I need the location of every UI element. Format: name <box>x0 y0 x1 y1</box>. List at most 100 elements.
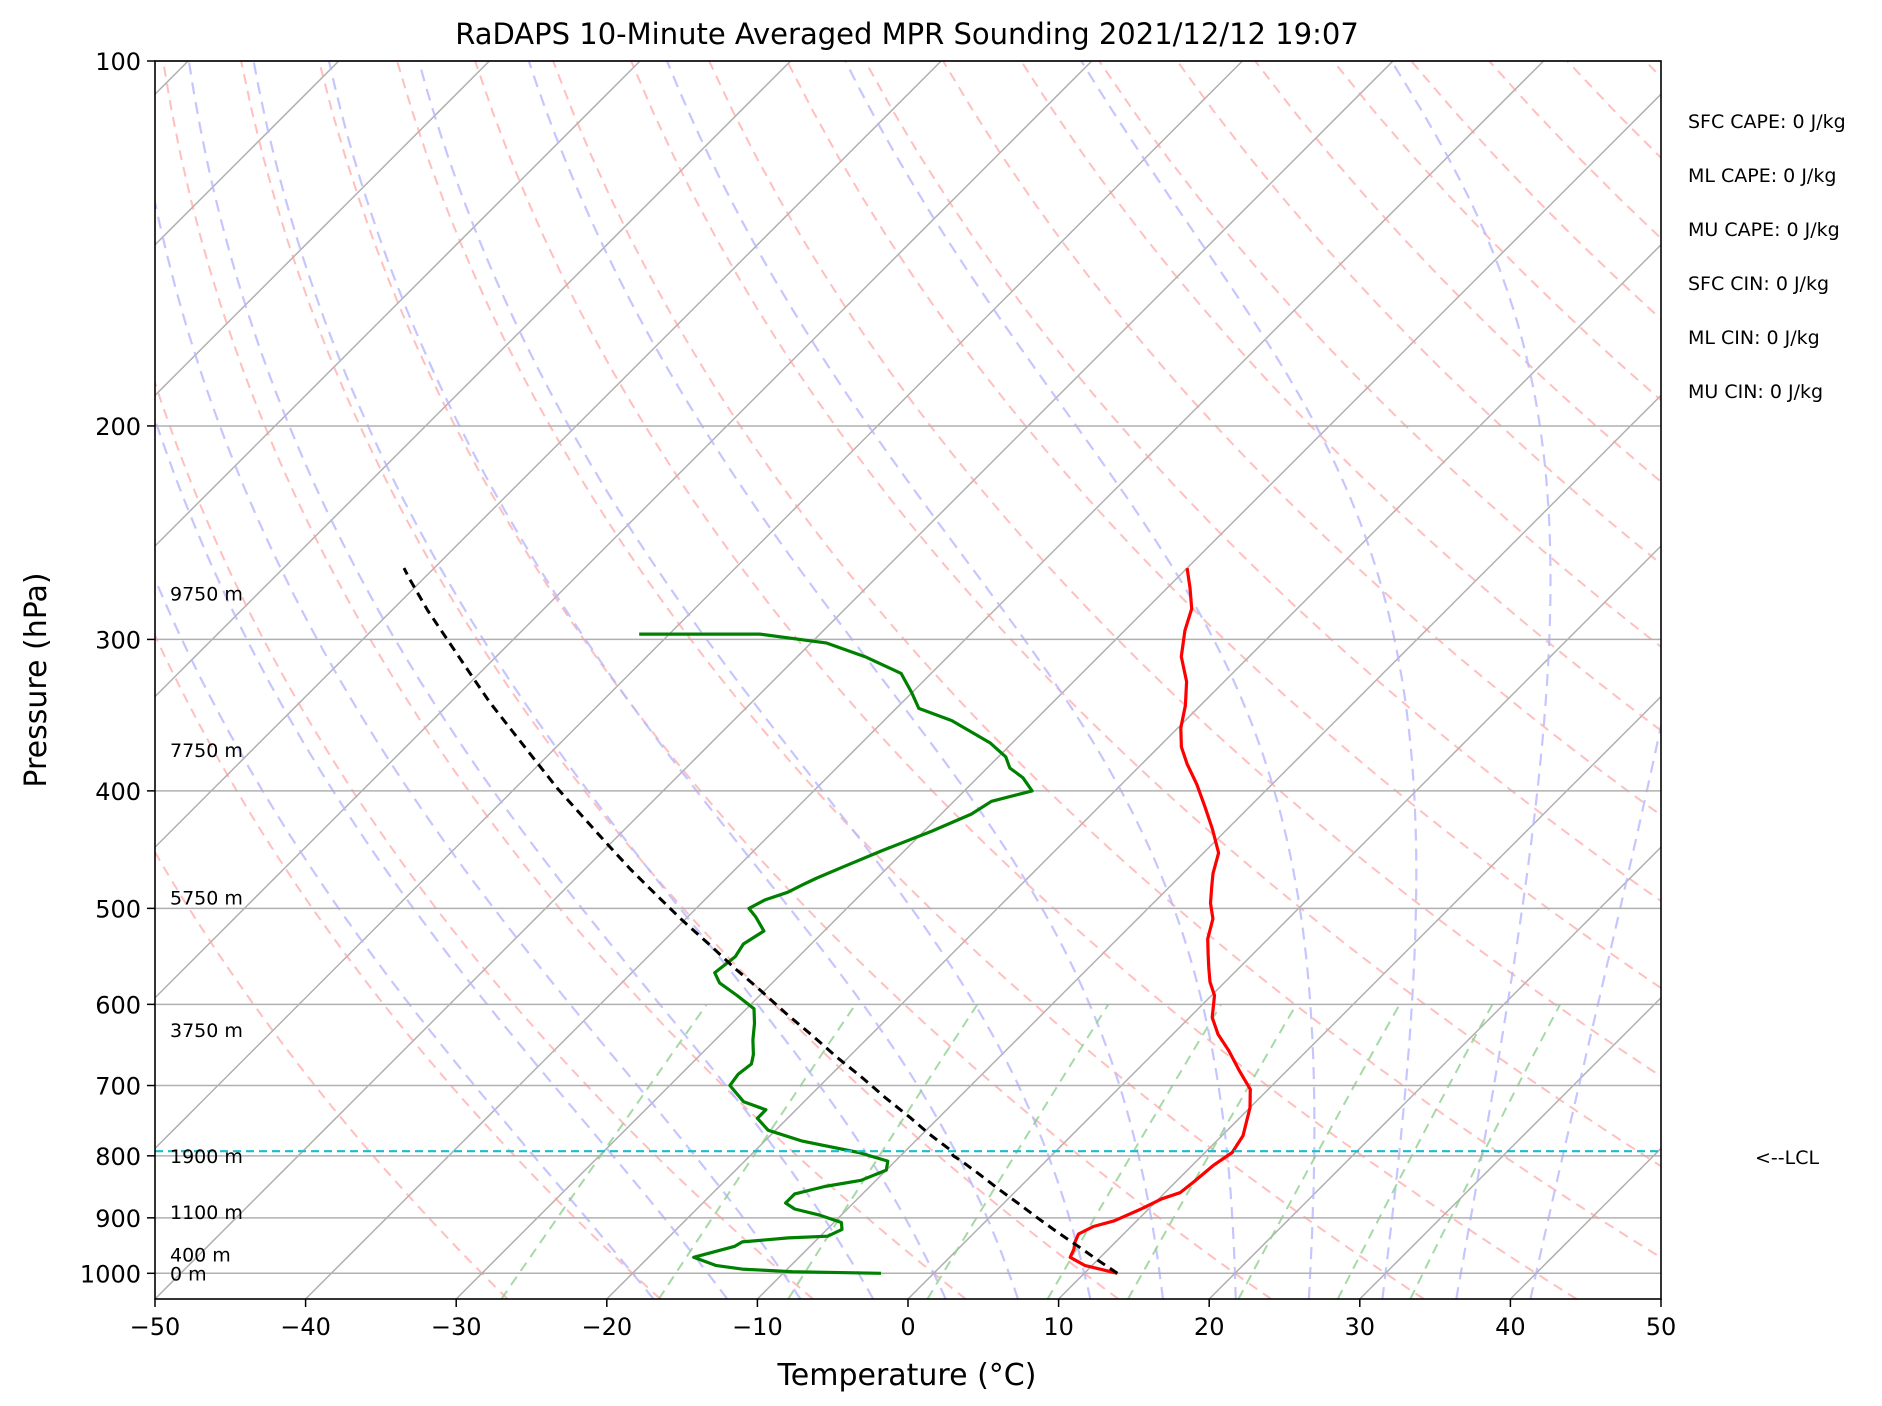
mixing-ratio-line <box>1237 1003 1401 1299</box>
moist-adiabat-line <box>665 61 1237 1299</box>
moist-adiabat-line <box>527 61 1164 1299</box>
stability-index: SFC CAPE: 0 J/kg <box>1688 111 1846 133</box>
moist-adiabat-line <box>1529 720 1661 1299</box>
y-tick-label: 500 <box>95 895 141 923</box>
y-tick-label: 1000 <box>80 1260 141 1288</box>
moist-adiabat-line <box>155 197 802 1299</box>
lcl-label: <--LCL <box>1755 1147 1819 1169</box>
moist-adiabat-line <box>327 61 1020 1299</box>
stability-index: MU CAPE: 0 J/kg <box>1688 219 1840 241</box>
x-tick-label: 10 <box>1043 1313 1074 1341</box>
y-tick-label: 600 <box>95 991 141 1019</box>
dewpoint-trace <box>639 632 1034 1275</box>
stability-index: SFC CIN: 0 J/kg <box>1688 273 1829 295</box>
dry-adiabat-line <box>786 61 1661 990</box>
chart-title: RaDAPS 10-Minute Averaged MPR Sounding 2… <box>455 17 1359 51</box>
isotherm-line <box>155 61 792 698</box>
moist-adiabat-line <box>155 576 655 1299</box>
x-tick-label: −10 <box>732 1313 783 1341</box>
x-tick-label: −40 <box>280 1313 331 1341</box>
moist-adiabat-line <box>844 61 1316 1299</box>
dry-adiabat-line <box>155 850 509 1299</box>
dry-adiabat-line <box>1410 61 1661 321</box>
sounding-traces <box>402 567 1252 1275</box>
isotherm-line <box>907 544 1661 1299</box>
moist-adiabat-line <box>187 61 875 1299</box>
y-axis-ticks: 1000 900 800 700 600 500 400 300 200 100 <box>80 48 155 1288</box>
dry-adiabat-line <box>155 633 661 1299</box>
stability-index: MU CIN: 0 J/kg <box>1688 381 1823 403</box>
mixing-ratio-line <box>500 1003 708 1299</box>
moist-adiabat-line <box>417 61 1092 1299</box>
x-axis-label: Temperature (°C) <box>777 1358 1037 1393</box>
mixing-ratio-line <box>1336 1003 1494 1299</box>
isotherm-line <box>155 61 942 849</box>
dry-adiabat-line <box>1332 61 1661 402</box>
dry-adiabat-line <box>552 61 1661 1259</box>
x-tick-label: 20 <box>1194 1313 1225 1341</box>
stability-indices: SFC CAPE: 0 J/kg ML CAPE: 0 J/kg MU CAPE: … <box>1688 111 1846 403</box>
moist-adiabat-line <box>252 61 947 1299</box>
height-label: 0 m <box>170 1263 207 1285</box>
dry-adiabat-line <box>162 61 967 1299</box>
mixing-ratio-line <box>926 1003 1110 1299</box>
dry-adiabat-line <box>155 379 814 1299</box>
dry-adiabat-line <box>396 61 1425 1299</box>
isotherm-line <box>1359 996 1661 1299</box>
isotherm-line <box>305 61 1545 1299</box>
x-tick-label: 40 <box>1495 1313 1526 1341</box>
mixing-ratio-line <box>1127 1003 1298 1299</box>
isotherm-line <box>606 243 1661 1299</box>
stability-index: ML CAPE: 0 J/kg <box>1688 165 1836 187</box>
isotherm-line <box>1812 61 1882 1299</box>
dry-adiabat-line <box>1254 61 1661 483</box>
dry-adiabat-line <box>240 61 1120 1299</box>
background-lines <box>155 61 1882 1299</box>
height-label: 7750 m <box>170 740 243 762</box>
isotherm-line <box>155 61 641 548</box>
temperature-trace <box>1068 567 1252 1275</box>
moist-adiabat-line <box>1080 61 1418 1299</box>
isotherm-line <box>1660 1297 1661 1299</box>
isotherm-line <box>155 61 1093 999</box>
dry-adiabat-line <box>1020 61 1661 732</box>
mixing-ratio-line <box>787 1003 979 1299</box>
isotherm-line <box>155 61 1243 1150</box>
dry-adiabat-line <box>630 61 1661 1168</box>
dry-adiabat-line <box>1098 61 1661 649</box>
dry-adiabat-line <box>1723 61 1882 1299</box>
isotherm-line <box>155 61 490 397</box>
moist-adiabat-line <box>1390 61 1552 1299</box>
isotherm-line <box>455 93 1661 1299</box>
isotherm-line <box>756 394 1661 1299</box>
y-tick-label: 400 <box>95 778 141 806</box>
dry-adiabat-line <box>1566 61 1661 160</box>
dry-adiabat-line <box>474 61 1578 1299</box>
x-axis-ticks: −50 −40 −30 −20 −10 0 10 20 30 40 50 <box>130 1299 1677 1341</box>
dry-adiabat-line <box>1644 61 1661 79</box>
height-label: 9750 m <box>170 584 243 606</box>
x-tick-label: −50 <box>130 1313 181 1341</box>
y-tick-label: 300 <box>95 626 141 654</box>
y-tick-label: 900 <box>95 1205 141 1233</box>
isotherm-line <box>155 61 1394 1299</box>
x-tick-label: 0 <box>900 1313 915 1341</box>
y-tick-label: 800 <box>95 1143 141 1171</box>
x-tick-label: 30 <box>1345 1313 1376 1341</box>
height-label: 3750 m <box>170 1020 243 1042</box>
mixing-ratio-line <box>1409 1003 1561 1299</box>
isotherm-line <box>1058 695 1661 1299</box>
isotherm-line <box>1509 1147 1661 1299</box>
parcel-trace <box>402 567 1119 1275</box>
dry-adiabat-line <box>708 61 1661 1078</box>
height-label: 1100 m <box>170 1202 243 1224</box>
dry-adiabat-line <box>942 61 1661 817</box>
isotherm-line <box>1208 846 1661 1299</box>
y-axis-label: Pressure (hPa) <box>19 572 54 787</box>
x-tick-label: −30 <box>431 1313 482 1341</box>
dry-adiabat-line <box>1176 61 1661 566</box>
x-tick-label: 50 <box>1646 1313 1677 1341</box>
